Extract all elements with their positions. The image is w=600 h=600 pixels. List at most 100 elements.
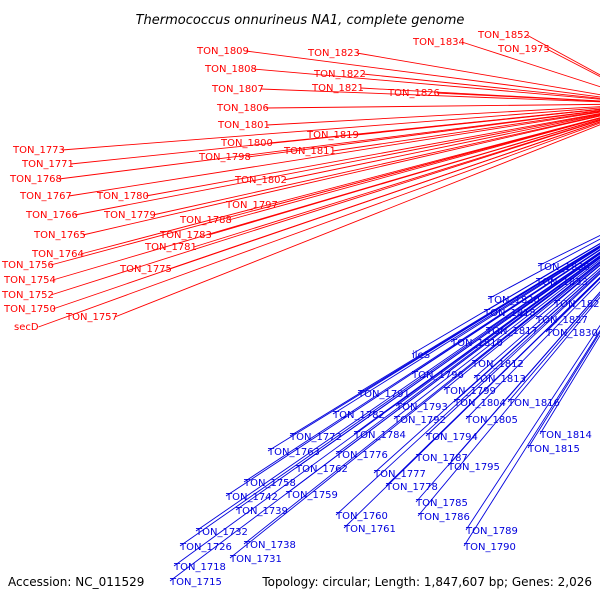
forward-leader-line [152, 115, 600, 216]
topology-text: Topology: circular; Length: 1,847,607 bp… [261, 575, 592, 589]
reverse-leader-line [243, 261, 600, 545]
reverse-leader-line [465, 281, 600, 420]
reverse-leader-line [229, 261, 600, 559]
reverse-leader-line [267, 245, 600, 452]
reverse-gene-label: TON_1812 [471, 359, 524, 370]
forward-gene-labels: TON_1809 TON_1808 TON_1807 TON_1806 TON_1801… [1, 30, 600, 333]
reverse-leader-line [332, 246, 600, 415]
reverse-gene-label: TON_1794 [425, 432, 478, 443]
reverse-gene-label: TON_1726 [179, 542, 232, 553]
forward-leader-line [356, 52, 600, 96]
reverse-leader-line [417, 296, 600, 517]
reverse-gene-label: TON_1731 [229, 554, 282, 565]
reverse-leader-line [173, 255, 600, 567]
reverse-leader-line [195, 252, 600, 532]
reverse-leader-line [527, 331, 600, 449]
forward-gene-label: TON_1801 [217, 120, 270, 131]
reverse-leader-line [425, 273, 600, 437]
forward-gene-label: TON_1779 [103, 210, 156, 221]
reverse-gene-label: TON_1795 [447, 462, 500, 473]
forward-gene-label: TON_1807 [211, 84, 264, 95]
forward-gene-label: TON_1800 [220, 138, 273, 149]
forward-gene-label: TON_1788 [179, 215, 232, 226]
forward-leader-line [68, 111, 600, 197]
forward-leader-line [52, 118, 600, 281]
forward-leader-line [50, 117, 600, 266]
forward-leader-line [266, 106, 600, 126]
reverse-gene-label: TON_1786 [417, 512, 470, 523]
forward-gene-label: TON_1752 [1, 290, 54, 301]
forward-leader-line [80, 117, 600, 255]
forward-leader-line [145, 112, 600, 197]
forward-leader-line [253, 68, 600, 100]
reverse-leader-line [535, 264, 600, 320]
forward-leader-line [50, 120, 600, 296]
reverse-gene-label: TON_1810 [450, 338, 503, 349]
reverse-gene-label: TON_1833 [535, 277, 588, 288]
reverse-gene-label: TON_1814 [539, 430, 592, 441]
forward-gene-label: TON_1797 [225, 200, 278, 211]
reverse-gene-label: TON_1820 [487, 295, 540, 306]
reverse-leader-line [395, 255, 600, 407]
forward-leader-line [245, 50, 600, 98]
forward-leader-line [82, 115, 600, 236]
reverse-gene-label: TON_1828 [553, 299, 600, 310]
reverse-leader-line [335, 256, 600, 455]
forward-gene-label: TON_1823 [307, 48, 360, 59]
map-title: Thermococcus onnurineus NA1, complete ge… [136, 13, 465, 28]
forward-leader-line [265, 103, 600, 109]
reverse-gene-label: TON_1738 [243, 540, 296, 551]
forward-gene-label: TON_1781 [144, 242, 197, 253]
forward-gene-label: TON_1780 [96, 191, 149, 202]
forward-leader-line [436, 92, 600, 102]
reverse-gene-label: TON_1792 [393, 415, 446, 426]
reverse-gene-label: TON_1759 [285, 490, 338, 501]
reverse-leader-line [485, 251, 600, 331]
forward-gene-label: TON_1756 [1, 260, 54, 271]
forward-leader-line [58, 110, 600, 180]
forward-leader-line [61, 107, 600, 151]
forward-gene-label: TON_1754 [3, 275, 56, 286]
reverse-leader-line [289, 245, 600, 437]
reverse-gene-label: TON_1827 [535, 315, 588, 326]
forward-gene-label: TON_1821 [311, 83, 364, 94]
reverse-gene-label: TON_1791 [357, 389, 410, 400]
reverse-leader-line [179, 252, 600, 547]
forward-gene-label: TON_1757 [65, 312, 118, 323]
forward-leader-line [74, 113, 600, 216]
forward-gene-label: TON_1826 [387, 88, 440, 99]
forward-gene-label: TON_1834 [412, 37, 465, 48]
forward-gene-label: TON_1808 [204, 64, 257, 75]
reverse-gene-label: TON_1742 [225, 492, 278, 503]
reverse-gene-label: TON_1762 [295, 464, 348, 475]
reverse-gene-label: TON_1804 [453, 398, 506, 409]
forward-gene-label: TON_1767 [19, 191, 72, 202]
reverse-leader-line [343, 277, 600, 529]
reverse-gene-label: TON_1793 [395, 402, 448, 413]
reverse-leader-line [463, 329, 600, 547]
reverse-leader-line [415, 291, 600, 503]
reverse-gene-label: TON_1777 [373, 469, 426, 480]
reverse-leader-line [487, 238, 600, 300]
forward-leader-line [355, 108, 600, 136]
reverse-gene-label: TON_1805 [465, 415, 518, 426]
forward-gene-label: TON_1750 [3, 304, 56, 315]
forward-gene-label: TON_1771 [21, 159, 74, 170]
reverse-leader-line [473, 267, 600, 379]
reverse-leader-line [169, 257, 600, 582]
reverse-gene-label: TON_1739 [235, 506, 288, 517]
reverse-leader-line [539, 334, 600, 435]
forward-gene-label: TON_1806 [216, 103, 269, 114]
reverse-gene-label: TON_1813 [473, 374, 526, 385]
forward-gene-label: TON_1852 [477, 30, 530, 41]
reverse-gene-label: TON_1815 [527, 444, 580, 455]
reverse-leader-line [443, 262, 600, 391]
forward-gene-label: TON_1819 [306, 130, 359, 141]
reverse-gene-label: TON_1784 [353, 430, 406, 441]
reverse-leader-line [243, 248, 600, 483]
forward-gene-label: TON_1765 [33, 230, 86, 241]
accession-text: Accession: NC_011529 [8, 575, 144, 589]
reverse-gene-label: TON_1760 [335, 511, 388, 522]
reverse-gene-label: TON_1778 [385, 482, 438, 493]
